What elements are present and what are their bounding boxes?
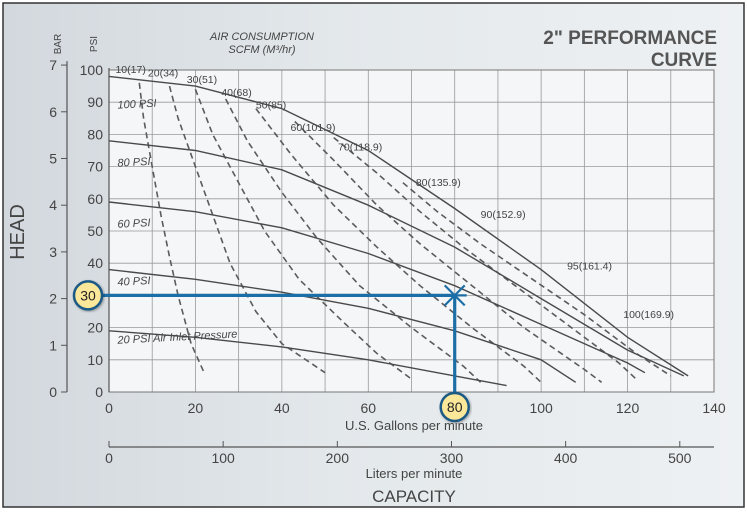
psi-tick-label: 90	[87, 94, 103, 110]
lpm-tick-label: 200	[326, 450, 350, 466]
y-axis-title: HEAD	[7, 204, 29, 260]
lpm-tick-label: 100	[211, 450, 235, 466]
example-gpm-badge	[439, 391, 470, 423]
example-gpm-value: 80	[447, 399, 463, 415]
pressure-curve	[108, 268, 577, 383]
gpm-tick-label: 140	[702, 400, 726, 416]
bar-tick-label: 5	[49, 150, 57, 166]
bar-tick-label: 2	[49, 291, 57, 307]
air-consumption-label: 20(34)	[148, 67, 178, 79]
x-primary-axis-label: U.S. Gallons per minute	[345, 418, 483, 433]
lpm-tick-label: 300	[440, 450, 464, 466]
air-consumption-label-line1: AIR CONSUMPTION	[209, 31, 314, 43]
air-consumption-label: 60(101.9)	[291, 122, 336, 134]
air-consumption-label: 30(51)	[187, 74, 217, 86]
psi-tick-label: 50	[87, 223, 103, 239]
lpm-tick-label: 500	[668, 450, 692, 466]
pressure-curves	[108, 75, 689, 387]
pressure-curve	[108, 201, 646, 374]
psi-tick-label: 100	[80, 62, 104, 78]
gpm-tick-label: 120	[616, 400, 640, 416]
bar-tick-label: 1	[49, 337, 57, 353]
example-reading: 30 80	[72, 280, 470, 423]
grid	[108, 69, 715, 393]
air-consumption-label: 70(118.9)	[338, 142, 382, 154]
bar-tick-label: 7	[49, 57, 57, 73]
bar-tick-label: 4	[49, 197, 57, 213]
bar-tick-label: 6	[49, 104, 57, 120]
lpm-tick-label: 0	[105, 450, 113, 466]
air-consumption-label: 50(85)	[256, 100, 286, 112]
bar-tick-label: 3	[49, 244, 57, 260]
air-consumption-curve	[402, 182, 672, 377]
chart-title-line1: 2" PERFORMANCE	[543, 28, 717, 49]
air-consumption-label: 80(135.9)	[416, 177, 461, 189]
air-consumption-label-line2: SCFM (M³/hr)	[228, 44, 296, 56]
pressure-curve-label: 40 PSI	[117, 275, 151, 289]
axes: 0102030405060708090100012345670204060801…	[49, 57, 726, 466]
pressure-curve-label: 80 PSI	[117, 156, 151, 170]
air-consumption-label: 95(161.4)	[567, 261, 612, 273]
pressure-curve-label: 100 PSI	[117, 98, 157, 112]
air-consumption-label: 100(169.9)	[623, 309, 674, 321]
psi-axis-label: PSI	[89, 36, 100, 52]
lpm-tick-label: 400	[554, 450, 578, 466]
x-secondary-axis-label: Liters per minute	[366, 466, 463, 481]
psi-tick-label: 70	[87, 159, 103, 175]
air-consumption-label: 90(152.9)	[481, 209, 526, 221]
psi-tick-label: 60	[87, 191, 103, 207]
pressure-curve	[108, 140, 685, 377]
gpm-tick-label: 20	[188, 400, 204, 416]
gpm-tick-label: 0	[105, 400, 113, 416]
x-axis-title: CAPACITY	[372, 487, 456, 506]
bar-tick-label: 0	[49, 384, 57, 400]
gpm-tick-label: 60	[360, 400, 376, 416]
bar-axis-label: BAR	[53, 34, 64, 55]
example-psi-badge	[72, 280, 104, 311]
psi-tick-label: 80	[87, 126, 103, 142]
air-consumption-curve	[168, 85, 326, 374]
psi-tick-label: 10	[87, 352, 103, 368]
air-consumption-curve	[255, 108, 542, 383]
air-consumption-label: 10(17)	[115, 64, 145, 76]
air-consumption-label: 40(68)	[221, 87, 251, 99]
psi-tick-label: 0	[95, 384, 103, 400]
air-consumption-curve	[138, 82, 205, 374]
air-consumption-curve	[294, 120, 603, 383]
pressure-curve-label: 60 PSI	[117, 217, 151, 231]
gpm-tick-label: 40	[274, 400, 290, 416]
example-psi-value: 30	[80, 287, 96, 303]
pressure-curve	[108, 75, 689, 377]
gpm-tick-label: 100	[529, 400, 553, 416]
psi-tick-label: 40	[87, 255, 103, 271]
psi-tick-label: 20	[87, 320, 103, 336]
pressure-curve	[108, 330, 507, 387]
air-consumption-curve	[333, 136, 637, 380]
chart-title-line2: CURVE	[651, 50, 717, 71]
